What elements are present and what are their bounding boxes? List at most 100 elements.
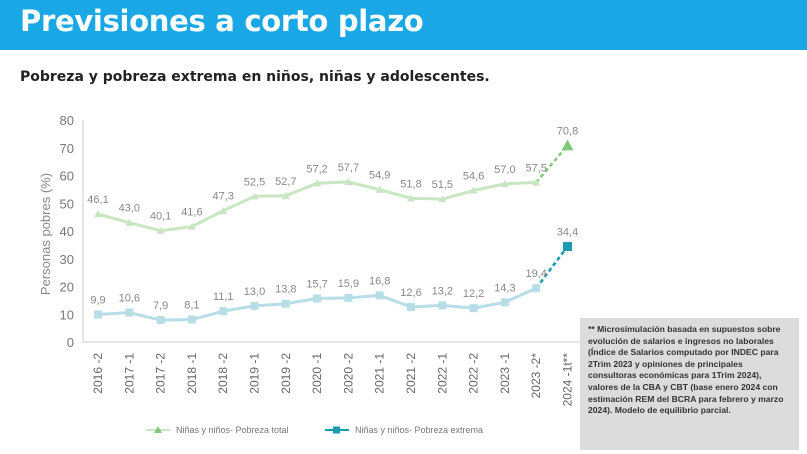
- data-point-pobreza-extrema: [281, 299, 290, 308]
- y-tick-label: 80: [60, 113, 74, 128]
- data-label-pobreza-total: 70,8: [557, 126, 578, 138]
- series-line-pobreza-total: [97, 180, 537, 233]
- data-label-pobreza-extrema: 13,8: [275, 284, 296, 296]
- x-tick-label: 2021 -2: [404, 353, 418, 394]
- data-point-pobreza-total: [219, 206, 228, 214]
- data-point-pobreza-total: [500, 179, 509, 188]
- x-tick-label: 2022 -1: [435, 353, 449, 394]
- x-tick-label: 2022 -2: [467, 353, 481, 394]
- data-label-pobreza-extrema: 11,1: [213, 291, 234, 303]
- x-tick-label: 2019 -2: [279, 353, 293, 394]
- data-label-pobreza-extrema: 9,9: [90, 295, 105, 307]
- x-tick-label: 2021 -1: [373, 353, 387, 394]
- data-label-pobreza-extrema: 16,8: [369, 275, 390, 287]
- data-label-pobreza-total: 47,3: [212, 191, 233, 203]
- data-point-pobreza-extrema: [438, 301, 447, 310]
- data-label-pobreza-total: 51,5: [432, 179, 453, 191]
- x-tick-label: 2020 -2: [341, 353, 355, 394]
- y-tick-label: 70: [60, 141, 74, 156]
- data-label-pobreza-total: 57,7: [338, 162, 359, 174]
- x-tick-label: 2017 -1: [122, 353, 136, 394]
- data-label-pobreza-extrema: 10,6: [119, 293, 140, 305]
- data-label-pobreza-extrema: 34,4: [557, 227, 578, 239]
- data-label-pobreza-extrema: 12,6: [400, 287, 421, 299]
- data-point-pobreza-total: [407, 194, 415, 202]
- legend-marker-pobreza-total: [154, 426, 162, 433]
- legend-label-pobreza-extrema: Niñas y niños- Pobreza extrema: [355, 425, 483, 435]
- data-point-pobreza-extrema: [250, 301, 259, 310]
- data-point-pobreza-total: [281, 191, 290, 199]
- x-tick-label: 2018 -2: [216, 353, 230, 394]
- data-label-pobreza-total: 54,6: [463, 170, 484, 182]
- data-point-pobreza-extrema: [469, 304, 478, 313]
- data-point-pobreza-total: [344, 177, 353, 186]
- y-tick-label: 60: [60, 169, 74, 184]
- x-tick-label: 2020 -1: [310, 353, 324, 394]
- data-label-pobreza-extrema: 8,1: [184, 300, 199, 312]
- data-point-pobreza-extrema: [156, 316, 165, 325]
- data-label-pobreza-extrema: 14,3: [494, 282, 515, 294]
- y-tick-label: 30: [60, 252, 74, 267]
- data-label-pobreza-total: 57,5: [525, 162, 546, 174]
- x-tick-label: 2024 -1t**: [561, 353, 575, 407]
- data-label-pobreza-total: 46,1: [87, 194, 108, 206]
- y-tick-label: 20: [60, 280, 74, 295]
- data-label-pobreza-total: 41,6: [181, 207, 202, 219]
- data-label-pobreza-extrema: 7,9: [153, 300, 168, 312]
- data-label-pobreza-extrema: 15,7: [306, 278, 327, 290]
- data-point-pobreza-extrema: [563, 242, 572, 252]
- data-point-pobreza-extrema: [500, 298, 509, 307]
- data-label-pobreza-extrema: 12,2: [463, 288, 484, 300]
- x-tick-label: 2016 -2: [91, 353, 105, 394]
- data-point-pobreza-extrema: [407, 303, 415, 312]
- page-title: Previsiones a corto plazo: [20, 4, 424, 38]
- data-point-pobreza-extrema: [532, 284, 541, 293]
- chart-subtitle: Pobreza y pobreza extrema en niños, niña…: [20, 69, 490, 85]
- data-point-pobreza-extrema: [344, 293, 353, 302]
- data-point-pobreza-extrema: [313, 294, 322, 303]
- data-label-pobreza-total: 54,9: [369, 170, 390, 182]
- data-point-pobreza-extrema: [94, 310, 102, 319]
- data-point-pobreza-extrema: [125, 308, 134, 317]
- header-bar: Previsiones a corto plazo: [0, 0, 807, 50]
- data-point-pobreza-total: [561, 139, 574, 151]
- data-label-pobreza-extrema: 13,0: [244, 286, 265, 298]
- data-point-pobreza-total: [94, 210, 102, 218]
- data-label-pobreza-total: 57,2: [306, 163, 327, 175]
- x-tick-label: 2018 -1: [185, 353, 199, 394]
- data-point-pobreza-extrema: [219, 307, 228, 316]
- data-point-pobreza-total: [156, 226, 165, 234]
- data-label-pobreza-total: 52,7: [275, 176, 296, 188]
- data-label-pobreza-extrema: 19,4: [525, 268, 546, 280]
- data-point-pobreza-extrema: [187, 315, 196, 324]
- methodology-note: ** Microsimulación basada en supuestos s…: [580, 318, 799, 450]
- y-tick-label: 50: [60, 196, 74, 211]
- data-label-pobreza-total: 51,8: [400, 178, 421, 190]
- y-tick-label: 0: [67, 335, 74, 350]
- data-point-pobreza-total: [125, 218, 134, 226]
- data-label-pobreza-total: 40,1: [150, 211, 171, 223]
- legend-marker-pobreza-extrema: [333, 426, 340, 434]
- data-point-pobreza-total: [187, 222, 196, 230]
- y-tick-label: 10: [60, 307, 74, 322]
- data-label-pobreza-extrema: 13,2: [432, 285, 453, 297]
- data-point-pobreza-total: [532, 178, 541, 186]
- data-label-pobreza-total: 57,0: [494, 164, 515, 176]
- x-tick-label: 2019 -1: [248, 353, 262, 394]
- legend-label-pobreza-total: Niñas y niños- Pobreza total: [176, 425, 289, 435]
- x-tick-label: 2023 -1: [498, 353, 512, 394]
- data-point-pobreza-total: [438, 195, 447, 203]
- data-label-pobreza-total: 43,0: [119, 203, 140, 215]
- x-tick-label: 2023 -2*: [529, 353, 543, 399]
- data-point-pobreza-total: [250, 192, 259, 200]
- data-point-pobreza-extrema: [375, 291, 384, 300]
- y-axis-label: Personas pobres (%): [38, 173, 53, 295]
- data-label-pobreza-total: 52,5: [244, 176, 265, 188]
- series-projection-pobreza-total: [535, 144, 569, 184]
- series-projection-pobreza-extrema: [535, 245, 569, 289]
- data-point-pobreza-total: [375, 185, 384, 193]
- y-tick-label: 40: [60, 224, 74, 239]
- x-tick-label: 2017 -2: [154, 353, 168, 394]
- data-point-pobreza-total: [469, 186, 478, 194]
